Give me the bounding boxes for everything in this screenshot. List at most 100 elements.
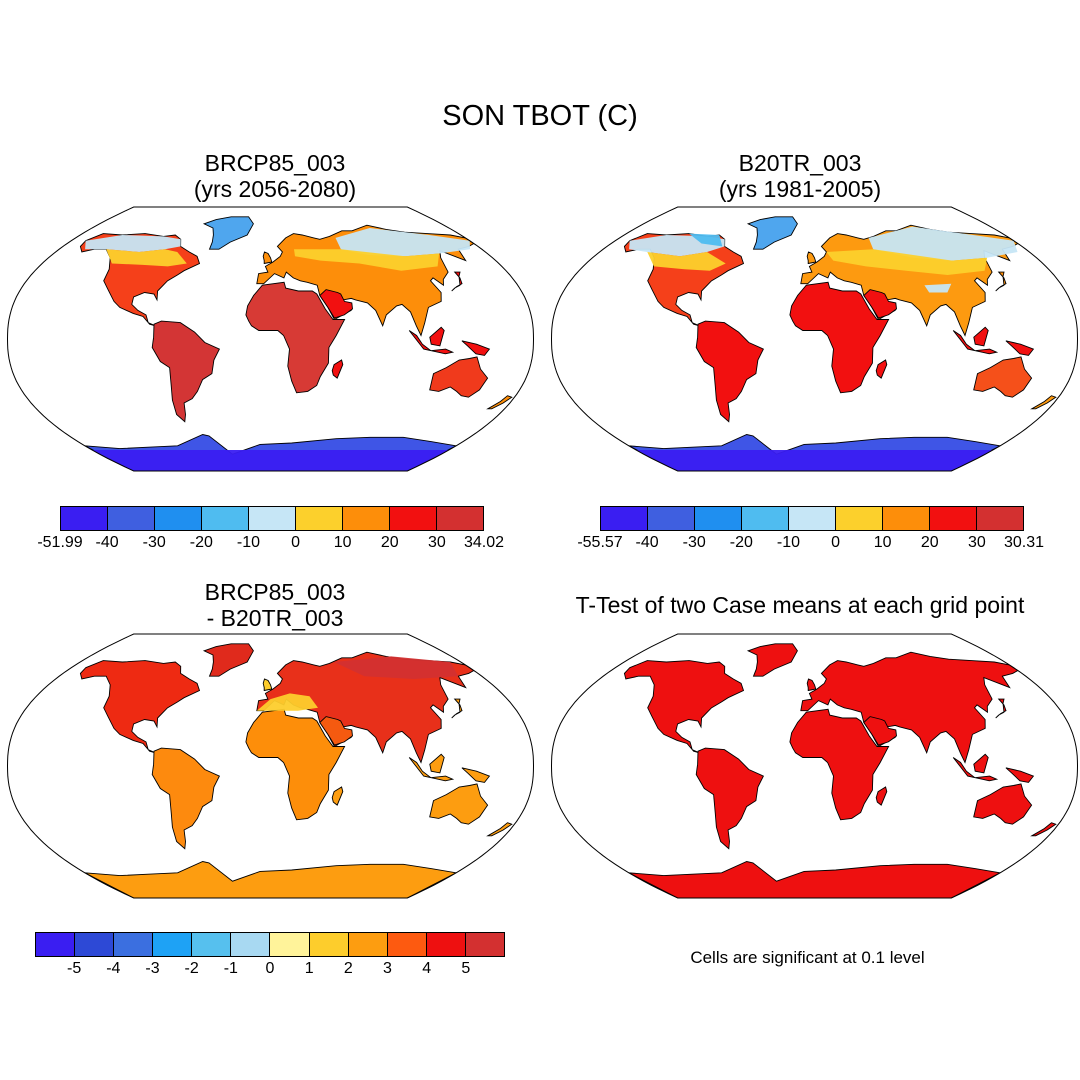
climate-band bbox=[106, 249, 187, 267]
landmass-indonesia bbox=[408, 757, 455, 782]
colorbar-tick-label: -40 bbox=[635, 534, 659, 551]
landmass-newGuinea bbox=[1005, 767, 1035, 783]
colorbar-swatch bbox=[108, 507, 155, 530]
landmass-greenland bbox=[746, 643, 798, 677]
land-layer bbox=[623, 216, 1057, 471]
map-panel-ttest bbox=[550, 633, 1079, 899]
colorbar-swatch bbox=[387, 933, 427, 956]
land-layer bbox=[79, 216, 513, 471]
colorbar-swatch bbox=[742, 507, 789, 530]
landmass-southAmerica bbox=[151, 320, 221, 423]
landmass-northAmerica bbox=[623, 660, 745, 754]
colorbar-tick-label: 0 bbox=[291, 534, 300, 551]
climate-band bbox=[335, 228, 470, 257]
colorbar-tick-label: -4 bbox=[106, 960, 121, 977]
climate-band bbox=[636, 450, 993, 471]
colorbar-tick-label: -20 bbox=[729, 534, 753, 551]
climate-band bbox=[85, 235, 181, 252]
colorbar-swatch bbox=[977, 507, 1023, 530]
climate-band bbox=[868, 226, 1018, 261]
colorbar-tick-label: 5 bbox=[461, 960, 471, 977]
colorbar-swatch bbox=[695, 507, 742, 530]
landmass-southAmerica bbox=[695, 747, 765, 850]
climate-band bbox=[294, 249, 440, 271]
landmass-australia bbox=[429, 783, 489, 825]
colorbar-tick-label: 10 bbox=[873, 534, 892, 551]
landmass-australia bbox=[429, 356, 489, 398]
climate-band bbox=[924, 283, 952, 293]
landmass-greenland bbox=[746, 216, 798, 250]
colorbar-tick-label: -2 bbox=[184, 960, 199, 977]
landmass-australia bbox=[973, 356, 1033, 398]
landmass-madagascar bbox=[875, 359, 888, 379]
colorbar-tick-label: -20 bbox=[189, 534, 213, 551]
colorbar-tick-label: 3 bbox=[383, 960, 392, 977]
colorbar-swatch bbox=[153, 933, 193, 956]
colorbar-tick-label: -55.57 bbox=[577, 534, 623, 551]
colorbar-swatch bbox=[192, 933, 232, 956]
colorbar-difference-labels: -5 -4 -3 -2 -1 0 1 2 3 4 5 bbox=[35, 960, 505, 980]
climate-band bbox=[826, 249, 988, 275]
colorbar-swatch bbox=[202, 507, 249, 530]
landmass-borneo bbox=[429, 326, 445, 347]
colorbar-tick-label: 2 bbox=[343, 960, 353, 977]
map-border bbox=[6, 633, 535, 899]
panel-2-title-line2: (yrs 1981-2005) bbox=[718, 176, 882, 202]
panel-1-title: BRCP85_003 (yrs 2056-2080) bbox=[35, 150, 515, 202]
landmass-greenland bbox=[202, 643, 254, 677]
colorbar-tick-label: 30 bbox=[427, 534, 446, 551]
colorbar-tick-label: -30 bbox=[682, 534, 706, 551]
landmass-britain bbox=[806, 678, 817, 692]
colorbar-swatch bbox=[343, 507, 390, 530]
colorbar-historical-labels: -55.57 -40 -30 -20 -10 0 10 20 30 30.31 bbox=[577, 534, 1044, 554]
colorbar-swatch bbox=[648, 507, 695, 530]
colorbar-swatch bbox=[465, 933, 504, 956]
landmass-indonesia bbox=[408, 330, 455, 355]
colorbar-swatch bbox=[601, 507, 648, 530]
climate-band bbox=[334, 656, 459, 679]
colorbar-tick-label: -10 bbox=[236, 534, 260, 551]
landmass-africa bbox=[245, 281, 346, 394]
map-panel-historical bbox=[550, 206, 1079, 472]
figure-title: SON TBOT (C) bbox=[442, 100, 638, 132]
colorbar-future bbox=[60, 506, 484, 531]
colorbar-swatch bbox=[883, 507, 930, 530]
colorbar-tick-label: 20 bbox=[380, 534, 399, 551]
colorbar-swatch bbox=[36, 933, 76, 956]
landmass-newZealand bbox=[1030, 395, 1057, 410]
climate-band bbox=[256, 693, 318, 711]
colorbar-swatch bbox=[231, 933, 271, 956]
map-panel-future bbox=[6, 206, 535, 472]
landmass-southAmerica bbox=[695, 320, 765, 423]
landmass-madagascar bbox=[331, 786, 344, 806]
colorbar-swatch bbox=[437, 507, 483, 530]
climate-band bbox=[647, 252, 726, 271]
landmass-madagascar bbox=[331, 359, 344, 379]
panel-3-title-line1: BRCP85_003 bbox=[204, 579, 346, 605]
colorbar-tick-label: 30.31 bbox=[1003, 534, 1045, 551]
colorbar-swatch bbox=[296, 507, 343, 530]
landmass-britain bbox=[262, 678, 273, 692]
panel-3-title-line2: - B20TR_003 bbox=[206, 605, 344, 631]
panel-3-title: BRCP85_003 - B20TR_003 bbox=[35, 579, 515, 631]
colorbar-swatch bbox=[426, 933, 466, 956]
landmass-newZealand bbox=[486, 395, 513, 410]
climate-band bbox=[92, 450, 449, 471]
colorbar-tick-label: -10 bbox=[776, 534, 800, 551]
land-layer bbox=[79, 643, 513, 898]
climate-band bbox=[689, 233, 723, 247]
landmass-arabia bbox=[319, 289, 353, 319]
colorbar-tick-label: -40 bbox=[95, 534, 119, 551]
landmass-arabia bbox=[863, 716, 897, 746]
colorbar-tick-label: 0 bbox=[831, 534, 840, 551]
colorbar-tick-label: -51.99 bbox=[37, 534, 83, 551]
landmass-africa bbox=[789, 281, 890, 394]
landmass-japan bbox=[451, 271, 463, 292]
colorbar-tick-label: -30 bbox=[142, 534, 166, 551]
landmass-southAmerica bbox=[151, 747, 221, 850]
colorbar-swatch bbox=[309, 933, 349, 956]
landmass-indonesia bbox=[952, 757, 999, 782]
landmass-australia bbox=[973, 783, 1033, 825]
landmass-britain bbox=[806, 251, 817, 265]
colorbar-tick-label: 34.02 bbox=[463, 534, 505, 551]
